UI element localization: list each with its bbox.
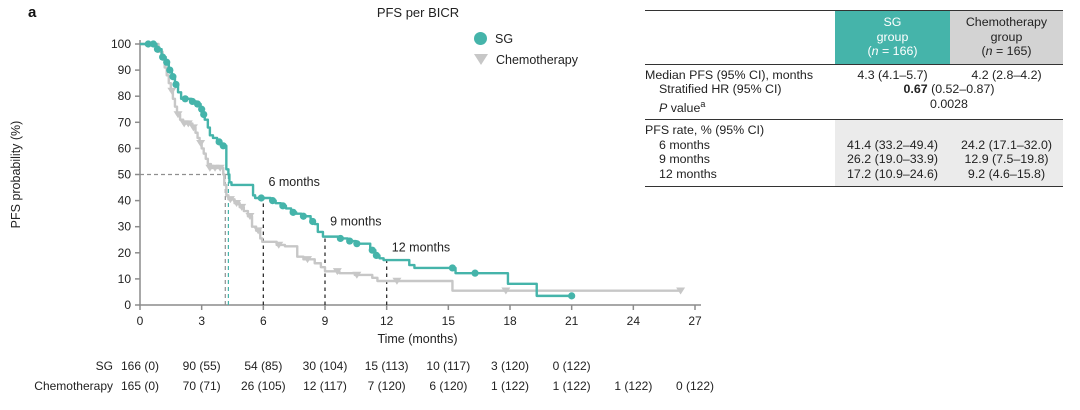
pfs-rate-header-row: PFS rate, % (95% CI) — [645, 123, 1063, 138]
time-annotations: 6 months 9 months 12 months — [268, 175, 450, 254]
at-risk-value: 12 (117) — [303, 379, 347, 393]
stats-table-header: SG group (n = 166) Chemotherapy group (n… — [645, 10, 1063, 65]
sg-group-n: (n = 166) — [867, 44, 918, 58]
at-risk-value: 1 (122) — [552, 379, 591, 393]
x-axis-title: Time (months) — [377, 332, 457, 346]
at-risk-value: 3 (120) — [490, 359, 530, 373]
pfs-rate-9mo-row: 9 months 26.2 (19.0–33.9) 12.9 (7.5–19.8… — [659, 152, 1049, 167]
sg-group-word: group — [876, 29, 909, 44]
axes — [135, 40, 701, 310]
at-risk-value: 10 (117) — [426, 359, 471, 373]
svg-text:10: 10 — [118, 272, 132, 286]
at-risk-value: 30 (104) — [302, 359, 348, 373]
at-risk-value: 90 (55) — [182, 359, 221, 373]
chemo-group-n: (n = 165) — [981, 44, 1032, 58]
at-risk-value: 54 (85) — [244, 359, 283, 373]
at-risk-table: SG 166 (0) 90 (55) 54 (85) 30 (104) 15 (113) 1… — [0, 356, 740, 404]
y-axis-title: PFS probability (%) — [9, 121, 23, 229]
p-value-label: P valuea — [659, 98, 706, 115]
stratified-hr-label: Stratified HR (95% CI) — [659, 82, 782, 96]
p-value: 0.0028 — [930, 96, 968, 111]
svg-text:40: 40 — [118, 194, 132, 208]
pfs-rate-shading — [835, 120, 1063, 187]
at-risk-value: 165 (0) — [120, 379, 160, 393]
svg-text:15: 15 — [442, 314, 456, 328]
at-risk-value: 7 (120) — [367, 379, 406, 393]
svg-text:12 months: 12 months — [392, 240, 450, 254]
legend: SG Chemotherapy — [474, 28, 578, 70]
svg-text:6: 6 — [260, 314, 267, 328]
svg-text:90: 90 — [118, 63, 132, 77]
at-risk-value: 15 (113) — [364, 359, 409, 373]
svg-text:21: 21 — [565, 314, 579, 328]
median-pfs-row: Median PFS (95% CI), months 4.3 (4.1–5.7… — [645, 68, 1063, 83]
svg-text:80: 80 — [118, 89, 132, 103]
stats-header-empty-cell — [645, 11, 835, 64]
svg-text:9: 9 — [322, 314, 329, 328]
stratified-hr-row: Stratified HR (95% CI) 0.67 (0.52–0.87) — [645, 82, 1063, 97]
axis-tick-labels: 0 10 20 30 40 50 60 70 80 90 100 0 3 6 9 12 15 18 21 24 27 — [111, 37, 702, 328]
svg-text:27: 27 — [688, 314, 702, 328]
reference-lines — [140, 173, 388, 305]
svg-text:50: 50 — [118, 168, 132, 182]
at-risk-row-chemotherapy: Chemotherapy 165 (0) 70 (71) 26 (105) 12 (11… — [0, 376, 740, 396]
svg-text:9 months: 9 months — [330, 214, 381, 228]
svg-text:18: 18 — [503, 314, 517, 328]
stats-header-sg-group: SG group (n = 166) — [835, 11, 950, 64]
at-risk-row-sg: SG 166 (0) 90 (55) 54 (85) 30 (104) 15 (113) 1… — [0, 356, 740, 376]
at-risk-row-label: SG — [95, 359, 113, 373]
pfs-rate-6mo-row: 6 months 41.4 (33.2–49.4) 24.2 (17.1–32.… — [659, 137, 1052, 152]
sg-circle-marker-icon — [474, 32, 487, 45]
chemo-group-name: Chemotherapy — [965, 15, 1048, 29]
km-plot: 0 10 20 30 40 50 60 70 80 90 100 0 3 6 9 12 15 18 21 24 27 Ti… — [9, 37, 702, 346]
stats-table: SG group (n = 166) Chemotherapy group (n… — [645, 10, 1063, 188]
stats-header-chemotherapy-group: Chemotherapy group (n = 165) — [950, 11, 1063, 64]
at-risk-value: 70 (71) — [182, 379, 221, 393]
svg-text:24: 24 — [627, 314, 641, 328]
svg-text:0: 0 — [124, 298, 131, 312]
svg-text:30: 30 — [118, 220, 132, 234]
at-risk-value: 6 (120) — [429, 379, 468, 393]
at-risk-value: 1 (122) — [614, 379, 653, 393]
svg-text:70: 70 — [118, 115, 132, 129]
legend-label-chemotherapy: Chemotherapy — [496, 52, 578, 67]
at-risk-value: 166 (0) — [120, 359, 160, 373]
at-risk-value: 0 (122) — [552, 359, 591, 373]
at-risk-value: 26 (105) — [240, 379, 286, 393]
svg-text:20: 20 — [118, 246, 132, 260]
svg-text:0: 0 — [137, 314, 144, 328]
svg-text:3: 3 — [198, 314, 205, 328]
chart-title: PFS per BICR — [376, 5, 460, 20]
legend-item-chemotherapy: Chemotherapy — [474, 49, 578, 70]
chemotherapy-curve — [140, 42, 681, 292]
median-pfs-chemo-value: 4.2 (2.8–4.2) — [971, 67, 1042, 82]
chemotherapy-triangle-marker-icon — [474, 54, 488, 65]
p-value-row: P valuea 0.0028 — [645, 97, 1063, 116]
legend-label-sg: SG — [495, 31, 514, 46]
pfs-rate-label: PFS rate, % (95% CI) — [645, 123, 765, 138]
pfs-rate-12mo-row: 12 months 17.2 (10.9–24.6) 9.2 (4.6–15.8… — [659, 166, 1046, 181]
median-pfs-sg-value: 4.3 (4.1–5.7) — [857, 67, 928, 82]
sg-censor-marks — [144, 40, 576, 300]
svg-text:6 months: 6 months — [268, 175, 319, 189]
panel-label: a — [28, 4, 37, 21]
at-risk-value: 0 (122) — [675, 379, 715, 393]
at-risk-row-label: Chemotherapy — [34, 379, 113, 393]
sg-curve — [140, 42, 572, 298]
median-pfs-label: Median PFS (95% CI), months — [645, 67, 814, 82]
legend-item-sg: SG — [474, 28, 578, 49]
svg-text:12: 12 — [380, 314, 394, 328]
stats-pfs-rate-section: PFS rate, % (95% CI) 6 months 41.4 (33.2… — [645, 120, 1063, 188]
stratified-hr-value: 0.67 (0.52–0.87) — [903, 82, 995, 96]
svg-text:100: 100 — [111, 37, 131, 51]
at-risk-value: 1 (122) — [490, 379, 530, 393]
chemotherapy-censor-marks — [167, 87, 686, 295]
chemo-group-word: group — [990, 29, 1023, 44]
svg-text:60: 60 — [118, 141, 132, 155]
stats-median-section: Median PFS (95% CI), months 4.3 (4.1–5.7… — [645, 65, 1063, 121]
sg-group-name: SG — [883, 15, 902, 29]
